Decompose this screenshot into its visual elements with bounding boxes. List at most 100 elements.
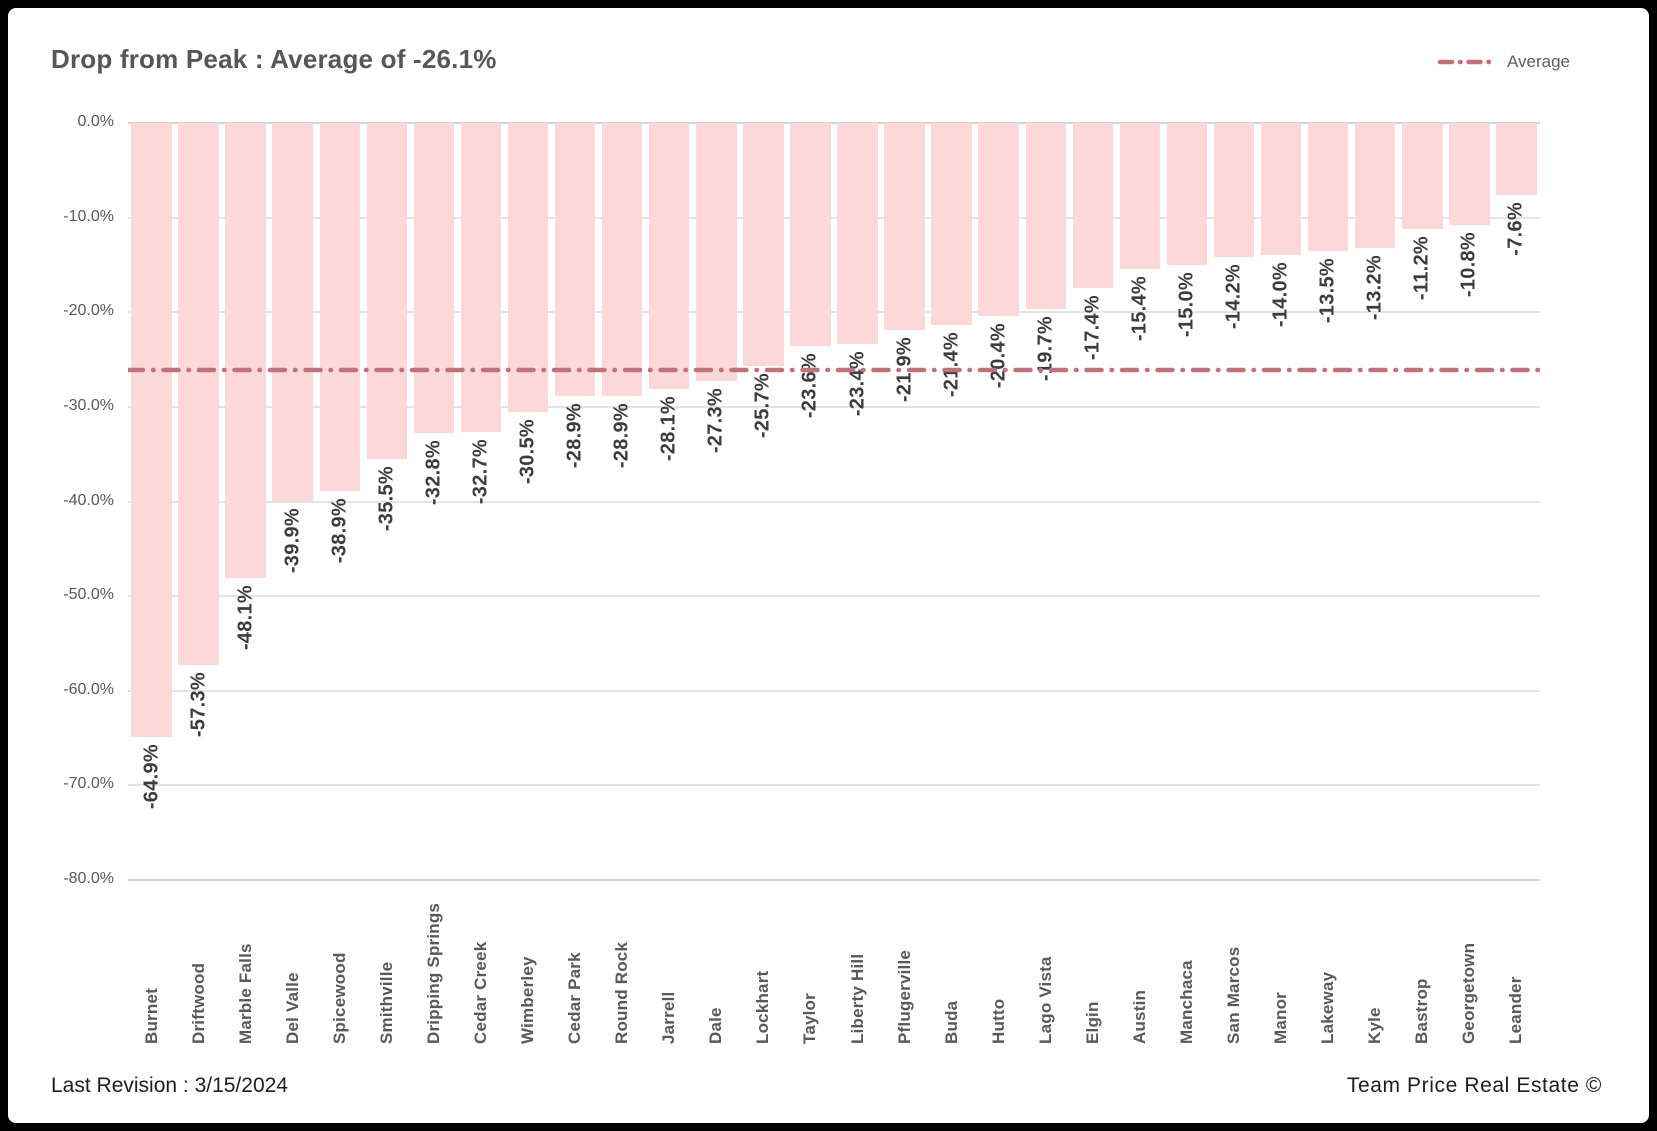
- legend[interactable]: Average: [1437, 52, 1570, 72]
- category-slot: Manchaca: [1163, 894, 1210, 1044]
- bar-slot: -15.0%: [1163, 123, 1210, 880]
- category-slot: Marble Falls: [222, 894, 269, 1044]
- bar-slot: -57.3%: [175, 123, 222, 880]
- category-label: Taylor: [800, 993, 820, 1044]
- legend-label: Average: [1506, 52, 1570, 71]
- bar-value-label: -27.3%: [704, 388, 727, 454]
- category-slot: Georgetown: [1446, 894, 1493, 1044]
- bar-del-valle[interactable]: [272, 123, 313, 501]
- bar-slot: -32.7%: [457, 123, 504, 880]
- bar-value-label: -13.2%: [1363, 254, 1386, 321]
- bar-value-label: -15.4%: [1128, 275, 1151, 341]
- category-label: Austin: [1129, 989, 1149, 1044]
- bar-round-rock[interactable]: [601, 123, 643, 397]
- bar-dripping-springs[interactable]: [413, 123, 455, 434]
- bar-elgin[interactable]: [1072, 123, 1114, 288]
- bar-driftwood[interactable]: [178, 123, 219, 666]
- bar-kyle[interactable]: [1355, 123, 1396, 248]
- bar-dale[interactable]: [696, 123, 737, 382]
- category-slot: Lockhart: [740, 894, 787, 1044]
- bar-leander[interactable]: [1496, 123, 1537, 195]
- category-label: Lakeway: [1318, 971, 1338, 1044]
- bar-lago-vista[interactable]: [1025, 123, 1067, 310]
- bar-lakeway[interactable]: [1307, 123, 1349, 251]
- bar-slot: -35.5%: [363, 123, 410, 880]
- category-label: Cedar Creek: [470, 941, 490, 1044]
- bar-slot: -20.4%: [975, 123, 1022, 880]
- category-slot: Round Rock: [599, 894, 646, 1044]
- bar-slot: -28.1%: [646, 123, 693, 880]
- bar-san-marcos[interactable]: [1213, 123, 1255, 258]
- category-label: San Marcos: [1224, 946, 1244, 1044]
- y-axis-tick-label: 0.0%: [77, 113, 114, 130]
- gridline: [128, 216, 1540, 219]
- category-slot: Taylor: [787, 894, 834, 1044]
- bar-marble-falls[interactable]: [225, 123, 266, 579]
- bar-value-label: -14.2%: [1222, 264, 1245, 330]
- bar-wimberley[interactable]: [507, 123, 549, 412]
- bar-cedar-park[interactable]: [554, 123, 596, 397]
- category-slot: Kyle: [1352, 894, 1399, 1044]
- bar-value-label: -28.1%: [657, 395, 680, 462]
- category-label: Liberty Hill: [847, 953, 867, 1044]
- gridline: [128, 405, 1540, 408]
- category-slot: Austin: [1116, 894, 1163, 1044]
- bar-pflugerville[interactable]: [884, 123, 925, 331]
- bar-manor[interactable]: [1260, 123, 1302, 256]
- category-slot: Leander: [1493, 894, 1540, 1044]
- gridline: [128, 689, 1540, 692]
- bar-georgetown[interactable]: [1449, 123, 1490, 226]
- bar-slot: -39.9%: [269, 123, 316, 880]
- bar-hutto[interactable]: [978, 123, 1019, 317]
- bar-slot: -23.6%: [787, 123, 834, 880]
- category-slot: Smithville: [363, 894, 410, 1044]
- bar-smithville[interactable]: [366, 123, 408, 459]
- bar-cedar-creek[interactable]: [460, 123, 502, 433]
- bar-spicewood[interactable]: [319, 123, 361, 492]
- bar-lockhart[interactable]: [743, 123, 784, 367]
- category-label: Pflugerville: [894, 949, 914, 1044]
- bar-slot: -13.5%: [1305, 123, 1352, 880]
- category-label: Spicewood: [329, 952, 349, 1044]
- category-slot: Lakeway: [1305, 894, 1352, 1044]
- category-label: Dripping Springs: [423, 902, 443, 1044]
- bar-liberty-hill[interactable]: [837, 123, 878, 345]
- category-label: Georgetown: [1459, 942, 1479, 1044]
- category-label: Buda: [941, 1000, 961, 1044]
- category-label: Del Valle: [282, 972, 302, 1044]
- gridline: [128, 311, 1540, 314]
- y-axis-tick-label: -40.0%: [63, 491, 114, 509]
- gridline: [128, 879, 1540, 881]
- bar-manchaca[interactable]: [1166, 123, 1208, 265]
- category-label: Lockhart: [753, 970, 773, 1044]
- bar-bastrop[interactable]: [1402, 123, 1443, 229]
- category-slot: Manor: [1258, 894, 1305, 1044]
- category-slot: Cedar Creek: [457, 894, 504, 1044]
- category-label: Driftwood: [188, 962, 208, 1044]
- bar-slot: -25.7%: [740, 123, 787, 880]
- category-label: Marble Falls: [235, 943, 255, 1044]
- gridline: [128, 595, 1540, 598]
- bar-value-label: -64.9%: [140, 744, 163, 810]
- y-axis-tick-label: -80.0%: [63, 870, 114, 887]
- bar-austin[interactable]: [1119, 123, 1161, 269]
- bar-value-label: -17.4%: [1081, 294, 1104, 360]
- bar-slot: -32.8%: [410, 123, 457, 880]
- bar-jarrell[interactable]: [649, 123, 690, 389]
- gridline: [128, 122, 1540, 124]
- gridline: [128, 500, 1540, 503]
- bar-value-label: -28.9%: [610, 403, 633, 469]
- bar-buda[interactable]: [931, 123, 972, 326]
- y-axis-tick-label: -70.0%: [63, 775, 114, 793]
- bar-burnet[interactable]: [131, 123, 172, 738]
- bar-value-label: -11.2%: [1410, 235, 1433, 301]
- category-label: Wimberley: [518, 956, 538, 1044]
- bar-taylor[interactable]: [790, 123, 831, 347]
- y-axis-tick-label: -20.0%: [63, 302, 114, 320]
- average-line-legend-icon: [1437, 59, 1493, 65]
- chart-panel: Drop from Peak : Average of -26.1% Avera…: [8, 8, 1649, 1123]
- bar-slot: -64.9%: [128, 123, 175, 880]
- bar-slot: -19.7%: [1022, 123, 1069, 880]
- category-label: Manchaca: [1176, 960, 1196, 1044]
